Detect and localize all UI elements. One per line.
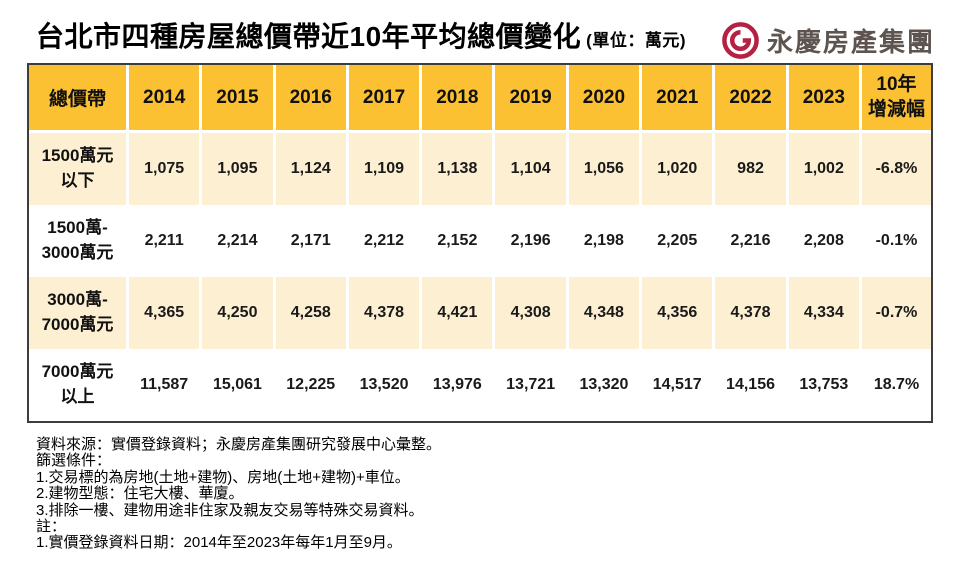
- footer-line-filter-title: 篩選條件：: [36, 452, 112, 470]
- value-cell: 13,721: [492, 349, 566, 421]
- value-cell: 982: [712, 133, 786, 205]
- value-cell: 13,753: [785, 349, 859, 421]
- change-cell: -0.7%: [859, 277, 931, 349]
- band-line1: 1500萬-: [47, 218, 108, 238]
- logo-mark-icon: [721, 21, 760, 60]
- col-header-year-2015: 2015: [199, 65, 273, 133]
- value-cell: 4,250: [199, 277, 273, 349]
- col-header-year-2018: 2018: [419, 65, 493, 133]
- value-cell: 4,365: [126, 277, 200, 349]
- col-header-band: 總價帶: [29, 65, 126, 133]
- band-line2: 以下: [60, 171, 95, 190]
- value-cell: 4,308: [492, 277, 566, 349]
- table-row-over-7000: 7000萬元 以上 11,587 15,061 12,225 13,520 13…: [29, 349, 931, 421]
- value-cell: 15,061: [199, 349, 273, 421]
- value-cell: 1,002: [785, 133, 859, 205]
- value-cell: 2,171: [272, 205, 346, 277]
- footer-line-filter-3: 3.排除一樓、建物用途非住家及親友交易等特殊交易資料。: [36, 501, 424, 519]
- value-cell: 1,075: [126, 133, 200, 205]
- value-cell: 1,138: [419, 133, 493, 205]
- table-row-3000-7000: 3000萬- 7000萬元 4,365 4,250 4,258 4,378 4,…: [29, 277, 931, 349]
- value-cell: 12,225: [272, 349, 346, 421]
- col-header-year-2019: 2019: [492, 65, 566, 133]
- value-cell: 2,196: [492, 205, 566, 277]
- change-head-line2: 增減幅: [867, 98, 925, 120]
- footer-line-note-1: 1.實價登錄資料日期：2014年至2023年每年1月至9月。: [36, 534, 402, 552]
- footer-line-source: 資料來源：實價登錄資料；永慶房產集團研究發展中心彙整。: [36, 436, 442, 453]
- band-cell: 1500萬元 以下: [29, 133, 126, 205]
- footer-notes: 資料來源：實價登錄資料；永慶房產集團研究發展中心彙整。 篩選條件： 1.交易標的…: [36, 436, 442, 552]
- col-header-year-2014: 2014: [126, 65, 200, 133]
- value-cell: 2,152: [419, 205, 493, 277]
- change-cell: 18.7%: [859, 349, 931, 421]
- col-header-10yr-change: 10年 增減幅: [859, 65, 931, 133]
- band-line1: 3000萬-: [47, 290, 108, 310]
- company-logo: 永慶房產集團: [721, 21, 935, 60]
- header-row: 總價帶 2014 2015 2016 2017 2018 2019 2020 2…: [29, 65, 931, 133]
- value-cell: 1,124: [272, 133, 346, 205]
- table-row-under-1500: 1500萬元 以下 1,075 1,095 1,124 1,109 1,138 …: [29, 133, 931, 205]
- footer-line-filter-1: 1.交易標的為房地(土地+建物)、房地(土地+建物)+車位。: [36, 468, 410, 486]
- value-cell: 1,095: [199, 133, 273, 205]
- value-cell: 1,020: [639, 133, 713, 205]
- value-cell: 2,212: [345, 205, 420, 277]
- logo-text: 永慶房產集團: [766, 27, 935, 57]
- value-cell: 13,520: [345, 349, 420, 421]
- band-line2: 7000萬元: [41, 315, 114, 334]
- value-cell: 2,208: [785, 205, 859, 277]
- value-cell: 14,156: [712, 349, 786, 421]
- value-cell: 4,378: [712, 277, 786, 349]
- value-cell: 13,976: [419, 349, 493, 421]
- value-cell: 2,205: [639, 205, 713, 277]
- col-header-year-2022: 2022: [712, 65, 786, 133]
- title-text: 台北市四種房屋總價帶近10年平均總價變化: [36, 21, 582, 52]
- change-head-line1: 10年: [876, 73, 917, 95]
- title-unit: (單位：萬元): [586, 31, 686, 50]
- value-cell: 1,109: [345, 133, 420, 205]
- band-cell: 1500萬- 3000萬元: [29, 205, 126, 277]
- value-cell: 1,104: [492, 133, 566, 205]
- value-cell: 13,320: [565, 349, 640, 421]
- change-cell: -6.8%: [859, 133, 931, 205]
- table-row-1500-3000: 1500萬- 3000萬元 2,211 2,214 2,171 2,212 2,…: [29, 205, 931, 277]
- value-cell: 4,421: [419, 277, 493, 349]
- band-line2: 以上: [60, 387, 95, 406]
- col-header-year-2021: 2021: [639, 65, 713, 133]
- page-title: 台北市四種房屋總價帶近10年平均總價變化 (單位：萬元): [36, 15, 686, 55]
- value-cell: 2,198: [565, 205, 640, 277]
- value-cell: 1,056: [565, 133, 640, 205]
- value-cell: 4,258: [272, 277, 346, 349]
- band-line2: 3000萬元: [41, 243, 114, 262]
- value-cell: 2,216: [712, 205, 786, 277]
- footer-line-note-title: 註：: [36, 518, 67, 536]
- value-cell: 2,214: [199, 205, 273, 277]
- col-header-year-2023: 2023: [785, 65, 859, 133]
- value-cell: 14,517: [639, 349, 713, 421]
- value-cell: 11,587: [126, 349, 200, 421]
- col-header-year-2020: 2020: [565, 65, 640, 133]
- band-line1: 1500萬元: [41, 146, 114, 166]
- col-header-year-2016: 2016: [272, 65, 346, 133]
- value-cell: 2,211: [126, 205, 200, 277]
- value-cell: 4,378: [345, 277, 420, 349]
- price-table: 總價帶 2014 2015 2016 2017 2018 2019 2020 2…: [27, 63, 933, 423]
- band-line1: 7000萬元: [41, 362, 114, 382]
- footer-line-filter-2: 2.建物型態：住宅大樓、華廈。: [36, 485, 244, 503]
- value-cell: 4,348: [565, 277, 640, 349]
- value-cell: 4,334: [785, 277, 859, 349]
- band-cell: 7000萬元 以上: [29, 349, 126, 421]
- value-cell: 4,356: [639, 277, 713, 349]
- col-header-year-2017: 2017: [345, 65, 420, 133]
- change-cell: -0.1%: [859, 205, 931, 277]
- band-cell: 3000萬- 7000萬元: [29, 277, 126, 349]
